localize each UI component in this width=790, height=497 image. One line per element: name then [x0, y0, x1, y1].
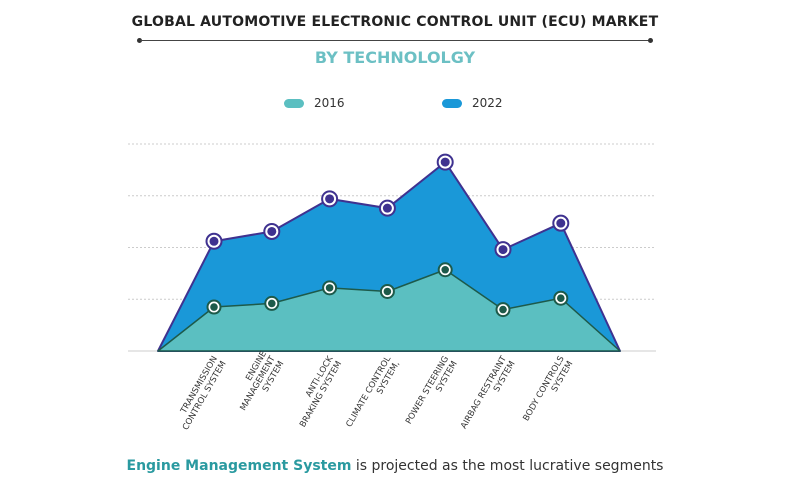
footer-highlight: Engine Management System — [126, 458, 352, 474]
x-tick-label: POWER STEERINGSYSTEM — [404, 355, 460, 432]
footer-note: Engine Management System is projected as… — [0, 458, 790, 474]
data-point-2016-core — [383, 287, 392, 296]
data-point-2016-core — [499, 305, 507, 314]
data-point-2016-core — [441, 265, 450, 274]
x-tick-label: BODY CONTROLSSYSTEM — [521, 355, 575, 428]
legend-swatch-2022 — [442, 98, 462, 108]
legend-swatch-2016 — [284, 98, 304, 108]
chart-title: GLOBAL AUTOMOTIVE ELECTRONIC CONTROL UNI… — [131, 14, 659, 30]
data-point-2022-core — [267, 226, 277, 236]
legend-item-2016: 2016 — [284, 95, 345, 111]
x-tick-label-line: AIRBAG RESTRAINT — [459, 354, 509, 431]
x-tick-label: ENGINEMANAGEMENTSYSTEM — [230, 349, 287, 418]
data-point-2016-core — [325, 284, 334, 292]
data-point-2022-core — [325, 194, 335, 204]
x-tick-label: TRANSMISSIONCONTROL SYSTEM — [172, 355, 228, 433]
footer-text: is projected as the most lucrative segme… — [351, 458, 664, 474]
legend-label-2022: 2022 — [472, 96, 503, 110]
legend-item-2022: 2022 — [442, 95, 503, 111]
data-point-2016-core — [210, 303, 218, 311]
x-tick-label: AIRBAG RESTRAINTSYSTEM — [459, 354, 518, 436]
x-tick-label: CLIMATE CONTROLSYSTEM, — [344, 354, 402, 434]
x-tick-label: ANTI-LOCKBRAKING SYSTEM — [289, 354, 344, 429]
series-area-2016 — [157, 269, 621, 352]
data-point-2016-core — [268, 299, 276, 308]
title-rule — [140, 40, 650, 41]
data-point-2022-core — [440, 157, 450, 167]
data-point-2022-core — [382, 203, 392, 213]
chart-subtitle: BY TECHNOLOLGY — [314, 48, 476, 67]
legend-label-2016: 2016 — [314, 96, 345, 110]
title-rule-left-dot — [137, 38, 142, 43]
data-point-2016-core — [557, 294, 565, 303]
title-rule-right-dot — [648, 38, 653, 43]
data-point-2022-core — [209, 236, 219, 246]
data-point-2022-core — [498, 245, 508, 255]
data-point-2022-core — [556, 218, 566, 228]
